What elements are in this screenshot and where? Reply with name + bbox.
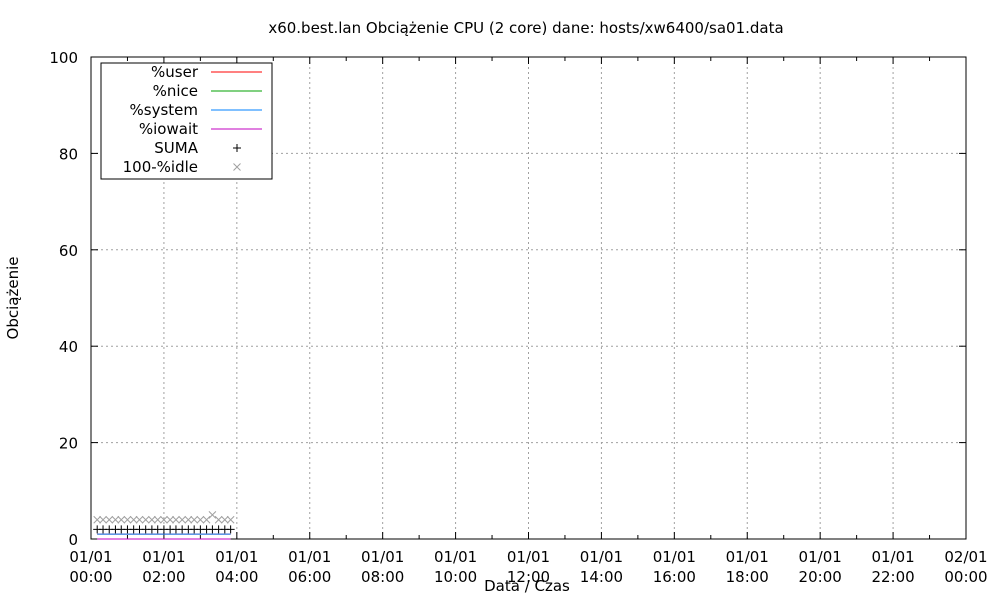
- x-tick-label-time: 12:00: [507, 568, 550, 586]
- series-100-idle-point: [105, 515, 114, 524]
- series-100-idle-point: [196, 515, 205, 524]
- x-tick-label-time: 00:00: [944, 568, 987, 586]
- x-tick-label-time: 08:00: [361, 568, 404, 586]
- series-100-idle-point: [141, 515, 150, 524]
- y-tick-label: 80: [59, 145, 78, 163]
- chart-title: x60.best.lan Obciążenie CPU (2 core) dan…: [268, 19, 783, 37]
- series-100-idle-point: [178, 515, 186, 524]
- legend-iowait-label: %iowait: [139, 120, 198, 138]
- series-100-idle-point: [166, 515, 174, 524]
- x-tick-label-time: 16:00: [653, 568, 696, 586]
- series-100-idle-point: [123, 515, 132, 524]
- series-100-idle-point: [117, 515, 126, 524]
- data-series: [93, 511, 235, 540]
- plot-frame: [90, 56, 967, 540]
- legend-100-idle-swatch: [233, 163, 241, 171]
- x-tick-label-time: 18:00: [726, 568, 769, 586]
- x-tick-label-date: 01/01: [799, 548, 842, 566]
- x-tick-label-date: 01/01: [142, 548, 185, 566]
- series-100-idle-point: [214, 515, 223, 524]
- x-tick-label-date: 01/01: [288, 548, 331, 566]
- legend-box: [100, 62, 273, 180]
- x-tick-label-date: 01/01: [726, 548, 769, 566]
- series-100-idle-point: [220, 515, 229, 524]
- x-tick-label-time: 04:00: [215, 568, 258, 586]
- series-suma-point: [226, 525, 235, 534]
- x-tick-label-date: 01/01: [653, 548, 696, 566]
- x-tick-label-time: 10:00: [434, 568, 477, 586]
- series-100-idle-point: [129, 515, 138, 524]
- series-100-idle-point: [190, 515, 199, 524]
- series-100-idle-point: [153, 515, 162, 524]
- series-100-idle-point: [226, 515, 235, 524]
- x-tick-label-date: 01/01: [361, 548, 404, 566]
- y-tick-label: 0: [68, 531, 78, 549]
- series-100-idle-point: [160, 515, 168, 524]
- legend-nice-label: %nice: [153, 82, 198, 100]
- series-100-idle-point: [202, 515, 211, 524]
- legend-100-idle-label: 100-%idle: [123, 158, 198, 176]
- y-tick-label: 100: [49, 49, 78, 67]
- x-tick-label-time: 06:00: [288, 568, 331, 586]
- x-tick-label-date: 02/01: [944, 548, 987, 566]
- series-100-idle-point: [111, 515, 120, 524]
- x-tick-label-date: 01/01: [580, 548, 623, 566]
- x-tick-label-time: 22:00: [871, 568, 914, 586]
- legend-system-label: %system: [130, 101, 198, 119]
- series-100-idle-point: [93, 515, 102, 524]
- x-tick-label-date: 01/01: [69, 548, 112, 566]
- axes: 0 20 40 60 80 100 01/01 00:00 01/01 02:00 01/01 04:…: [49, 49, 987, 586]
- legend-suma-label: SUMA: [154, 139, 198, 157]
- legend-user-label: %user: [151, 63, 199, 81]
- series-100-idle-point: [99, 515, 107, 524]
- legend-suma-swatch: [233, 144, 241, 152]
- y-tick-label: 40: [59, 338, 78, 356]
- x-tick-label-date: 01/01: [434, 548, 477, 566]
- series-100-idle-point: [135, 515, 144, 524]
- series-100-idle-point: [148, 515, 156, 524]
- y-tick-label: 20: [59, 435, 78, 453]
- x-tick-label-date: 01/01: [215, 548, 258, 566]
- series-100-idle-point: [184, 515, 193, 524]
- series-100-idle-point: [208, 511, 217, 519]
- x-tick-label-time: 00:00: [69, 568, 112, 586]
- x-tick-label-time: 20:00: [799, 568, 842, 586]
- y-axis-label: Obciążenie: [4, 257, 22, 340]
- x-tick-label-time: 02:00: [142, 568, 185, 586]
- series-100-idle-point: [172, 515, 180, 524]
- x-tick-label-date: 01/01: [871, 548, 914, 566]
- x-axis-label: Data / Czas: [484, 577, 570, 595]
- x-tick-label-date: 01/01: [507, 548, 550, 566]
- x-tick-label-time: 14:00: [580, 568, 623, 586]
- grid: [91, 57, 966, 539]
- y-tick-label: 60: [59, 242, 78, 260]
